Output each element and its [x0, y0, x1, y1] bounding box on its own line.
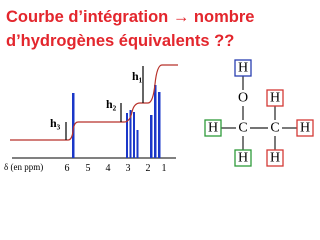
atom-box: [234, 149, 252, 167]
atom-box: [204, 119, 222, 137]
peak: [126, 113, 128, 158]
slide: Courbe d’intégration → nombre d’hydrogèn…: [4, 8, 314, 174]
atom: H: [238, 151, 248, 166]
tick-label: 4: [106, 163, 111, 174]
bonds: [221, 76, 297, 150]
peaks: [72, 85, 161, 158]
atom: H: [300, 121, 310, 136]
atom: C: [238, 121, 247, 136]
atom: H: [208, 121, 218, 136]
tick-label: 1: [162, 163, 167, 174]
integration-curve: [10, 64, 178, 141]
integral-label: h₂: [106, 97, 117, 111]
atom-box: [266, 89, 284, 107]
atom: C: [270, 121, 279, 136]
integral-markers: [65, 66, 144, 140]
tick-label: 5: [86, 163, 91, 174]
tick-label: 2: [146, 163, 151, 174]
title-line: d’hydrogènes équivalents ??: [6, 32, 234, 50]
atom-box: [234, 59, 252, 77]
peak: [129, 110, 132, 158]
tick-label: 3: [126, 163, 131, 174]
atom: H: [270, 91, 280, 106]
page: Courbe d’intégration → nombre d’hydrogèn…: [4, 8, 314, 174]
peak: [72, 93, 75, 158]
axis-label: δ (en ppm): [4, 162, 43, 172]
atom-box: [296, 119, 314, 137]
tick-label: 6: [65, 163, 70, 174]
integral-label: h₃: [50, 116, 61, 130]
atom: H: [270, 151, 280, 166]
peak: [154, 85, 157, 158]
peak: [136, 130, 139, 158]
peak: [150, 115, 153, 158]
title-line: Courbe d’intégration → nombre: [6, 8, 254, 26]
atom-box: [266, 149, 284, 167]
peak: [133, 112, 135, 158]
integral-label: h₁: [132, 69, 143, 83]
peak: [158, 92, 161, 158]
atom: O: [238, 91, 248, 106]
atom: H: [238, 61, 248, 76]
